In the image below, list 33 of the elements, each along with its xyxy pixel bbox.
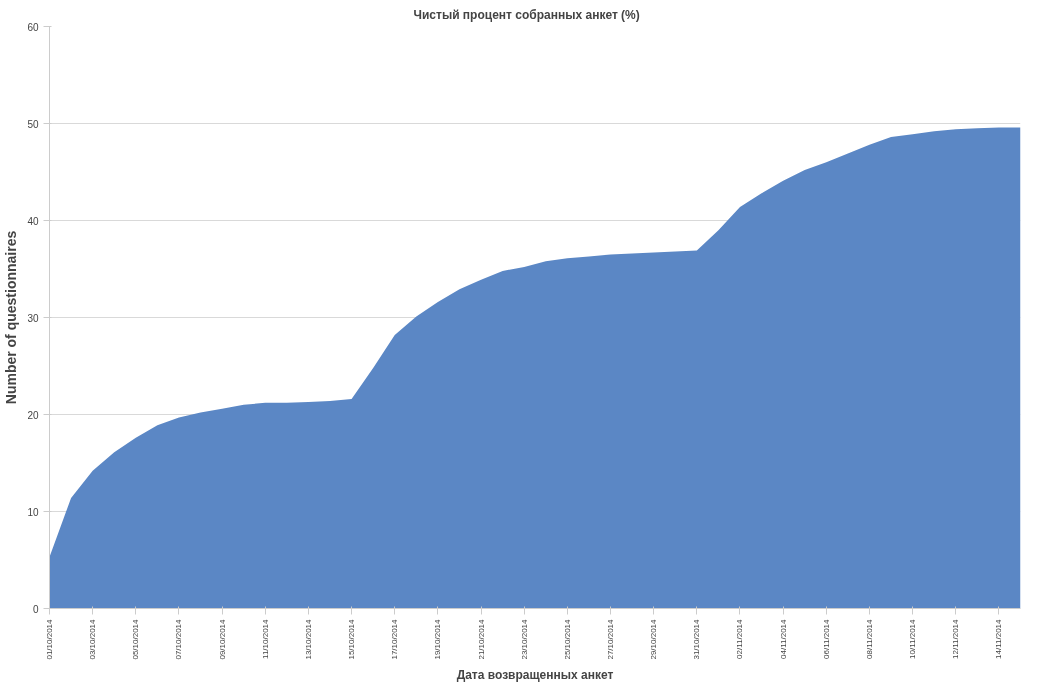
x-tick-label: 12/11/2014: [951, 618, 961, 659]
y-tick-label: 40: [27, 215, 39, 227]
y-tick-label: 0: [32, 603, 39, 615]
x-axis-title: Дата возвращенных анкет: [456, 667, 614, 682]
x-tick-label: 07/10/2014: [174, 618, 184, 660]
x-tick-label: 19/10/2014: [433, 618, 443, 660]
x-tick-label: 01/10/2014: [45, 618, 54, 660]
y-tick-label: 60: [27, 21, 39, 33]
x-tick-label: 09/10/2014: [217, 618, 227, 660]
x-tick-label: 21/10/2014: [476, 618, 486, 660]
x-tick-label: 02/11/2014: [735, 618, 745, 659]
x-tick-label: 31/10/2014: [692, 618, 702, 660]
y-axis-title: Number of questionnaires: [3, 230, 20, 405]
x-tick-label: 15/10/2014: [347, 618, 357, 660]
y-tick-label: 50: [27, 118, 39, 130]
x-tick-label: 23/10/2014: [519, 618, 529, 660]
y-tick-label: 20: [27, 409, 39, 421]
x-tick-label: 29/10/2014: [649, 618, 659, 660]
y-tick-label: 10: [27, 506, 39, 518]
x-tick-label: 03/10/2014: [88, 618, 98, 660]
y-tick-label: 30: [27, 312, 39, 324]
chart-title: Чистый процент собранных анкет (%): [413, 7, 640, 22]
x-tick-label: 10/11/2014: [908, 618, 918, 659]
x-tick-label: 27/10/2014: [606, 618, 616, 660]
x-tick-label: 04/11/2014: [778, 618, 788, 659]
x-tick-label: 08/11/2014: [864, 618, 874, 659]
x-tick-label: 05/10/2014: [131, 618, 141, 660]
x-tick-label: 14/11/2014: [994, 618, 1004, 659]
x-tick-label: 25/10/2014: [562, 618, 572, 660]
x-tick-label: 13/10/2014: [303, 618, 313, 660]
x-tick-label: 06/11/2014: [821, 618, 831, 659]
x-tick-label: 17/10/2014: [390, 618, 400, 660]
x-tick-label: 11/10/2014: [260, 618, 270, 659]
